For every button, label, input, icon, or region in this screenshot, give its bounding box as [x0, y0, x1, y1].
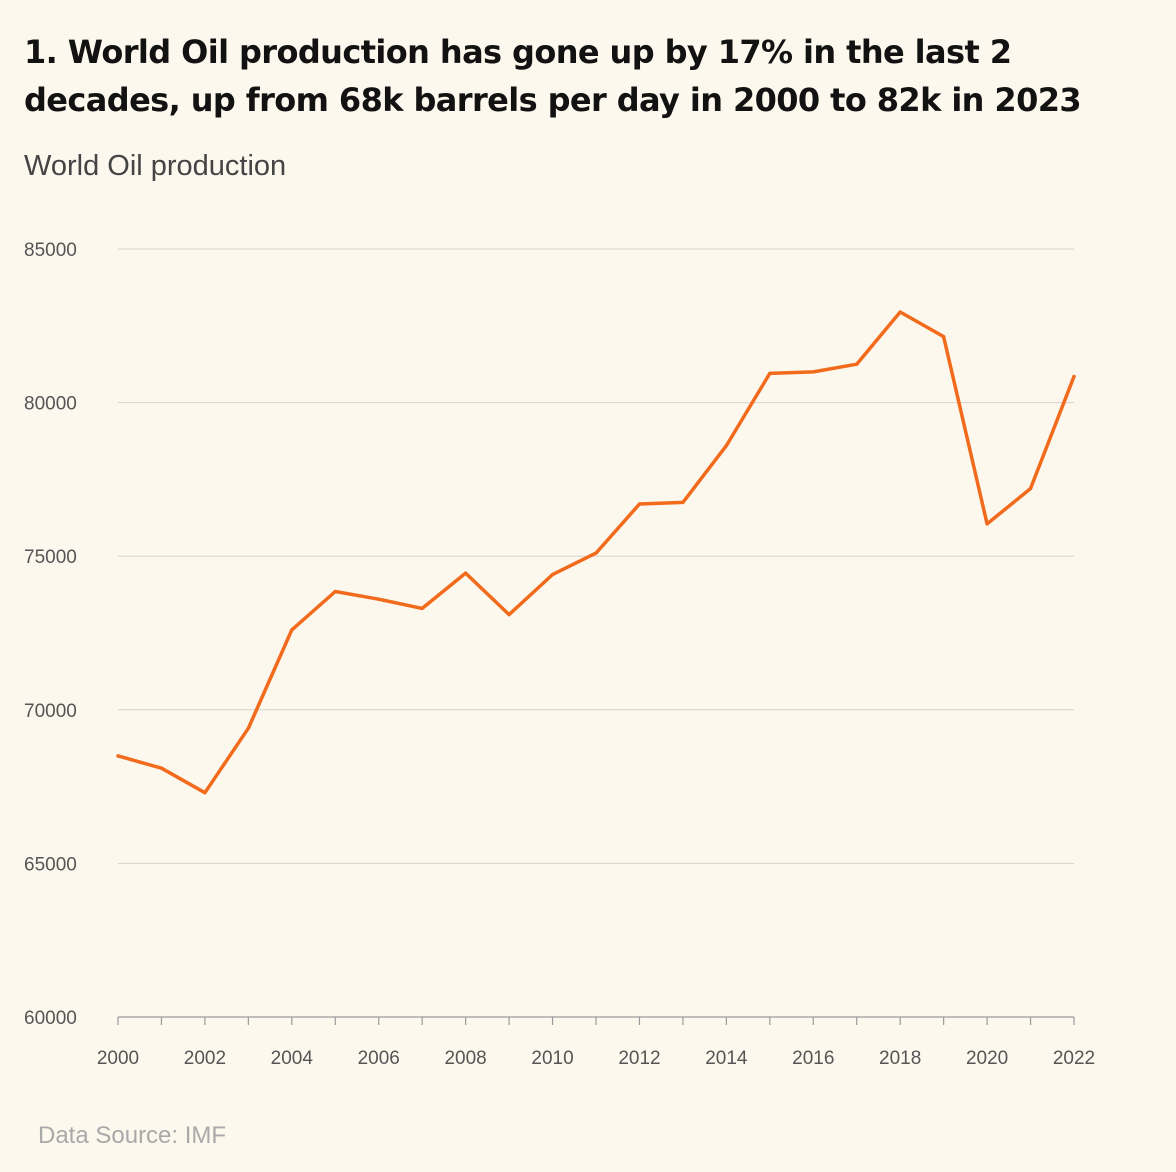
x-tick-label-2006: 2006	[358, 1048, 400, 1069]
y-tick-label-75000: 75000	[24, 547, 77, 568]
chart-subtitle: World Oil production	[24, 150, 287, 182]
data-point-2013	[681, 500, 685, 505]
data-point-2017	[855, 362, 859, 366]
data-point-2016	[811, 370, 815, 374]
x-tick-label-2018: 2018	[879, 1048, 921, 1069]
y-tick-label-70000: 70000	[24, 701, 77, 722]
data-point-2005	[333, 589, 337, 594]
x-tick-label-2022: 2022	[1053, 1048, 1095, 1069]
data-point-2012	[637, 502, 642, 506]
x-axis	[117, 1016, 1075, 1025]
y-axis: 60000 65000 70000 75000 80000 85000	[24, 240, 77, 1029]
x-tick-label-2004: 2004	[271, 1048, 314, 1069]
x-tick-label-2016: 2016	[792, 1048, 834, 1069]
data-point-2006	[377, 597, 381, 601]
x-tick-label-2012: 2012	[618, 1048, 660, 1069]
y-tick-label-65000: 65000	[24, 854, 77, 875]
data-point-2018	[898, 310, 902, 314]
data-point-2015	[768, 371, 772, 376]
x-tick-label-2014: 2014	[705, 1048, 748, 1069]
data-point-2010	[550, 573, 555, 577]
data-point-2011	[594, 551, 598, 555]
data-point-2009	[507, 612, 511, 617]
data-point-2022	[1072, 374, 1076, 379]
data-point-2002	[203, 791, 207, 795]
data-point-2003	[246, 726, 250, 730]
x-axis-labels: 2000 2002 2004 2006 2008 2010 2012 2014 2016 2018…	[97, 1048, 1095, 1069]
data-point-2014	[724, 444, 728, 448]
y-tick-label-85000: 85000	[24, 240, 77, 261]
series-layer	[116, 310, 1076, 795]
data-point-2001	[159, 766, 164, 770]
data-point-2004	[290, 628, 294, 632]
y-tick-label-80000: 80000	[24, 394, 77, 415]
data-point-2021	[1028, 487, 1033, 491]
data-point-2000	[116, 754, 120, 758]
x-tick-label-2010: 2010	[531, 1048, 573, 1069]
x-tick-label-2000: 2000	[97, 1048, 139, 1069]
x-tick-label-2002: 2002	[184, 1048, 226, 1069]
data-point-2008	[464, 571, 468, 575]
data-point-2007	[420, 606, 424, 611]
gridlines	[118, 248, 1074, 864]
chart-title: 1. World Oil production has gone up by 1…	[24, 33, 1082, 119]
data-point-2020	[985, 522, 989, 526]
x-tick-label-2008: 2008	[444, 1048, 486, 1069]
data-source: Data Source: IMF	[38, 1122, 227, 1149]
y-tick-label-60000: 60000	[24, 1008, 77, 1029]
data-point-2019	[942, 334, 946, 339]
x-tick-label-2020: 2020	[966, 1048, 1008, 1069]
